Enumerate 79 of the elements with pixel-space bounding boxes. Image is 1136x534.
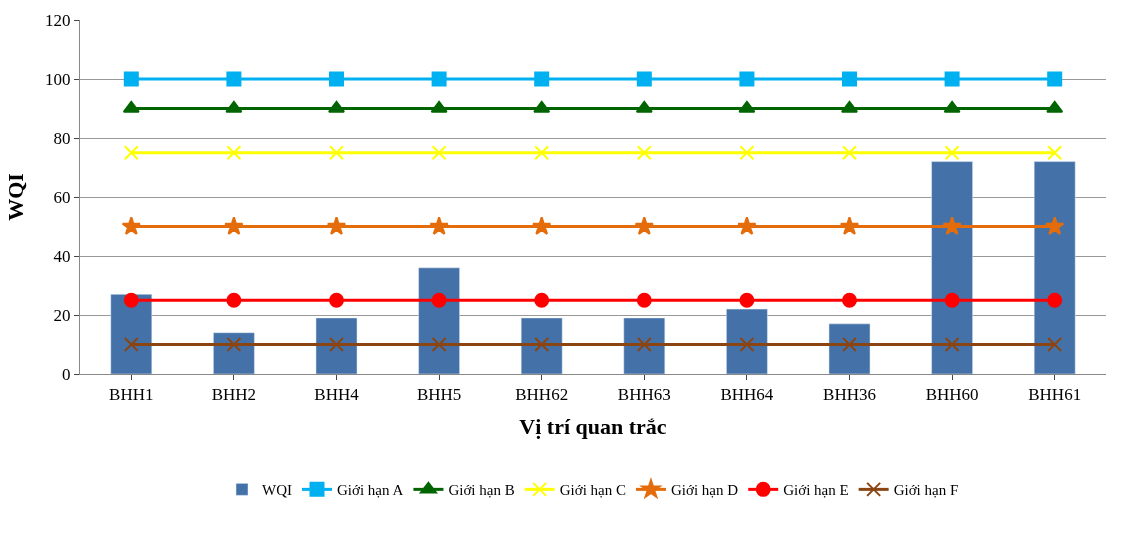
- point: [636, 71, 652, 87]
- point: [123, 337, 139, 352]
- point: [944, 337, 960, 352]
- point: [1047, 145, 1063, 161]
- point: [737, 216, 757, 235]
- point: [429, 216, 449, 235]
- x-tick-label: BHH64: [720, 385, 774, 405]
- legend-label: Giới hạn A: [337, 482, 404, 499]
- point: [842, 71, 857, 87]
- point: [431, 71, 447, 87]
- x-tick-label: BHH1: [109, 385, 154, 405]
- y-tick-label: 100: [45, 69, 71, 89]
- point: [532, 216, 552, 235]
- y-tick-label: 120: [45, 10, 71, 30]
- point: [944, 145, 960, 161]
- x-tick-label: BHH36: [823, 385, 876, 405]
- point: [326, 216, 347, 235]
- y-tick-label: 40: [53, 246, 71, 266]
- legend-label: Giới hạn D: [670, 482, 739, 499]
- x-axis-title: Vị trí quan trắc: [519, 414, 667, 440]
- point: [329, 145, 344, 161]
- point: [1047, 337, 1063, 352]
- point: [431, 337, 447, 352]
- point: [739, 292, 755, 308]
- point: [1047, 71, 1063, 87]
- point: [226, 71, 242, 87]
- point: [329, 71, 344, 87]
- legend-label: Giới hạn C: [559, 482, 626, 499]
- point: [1045, 216, 1065, 235]
- point: [634, 216, 654, 235]
- bar: [726, 308, 768, 374]
- bar: [931, 161, 973, 374]
- y-tick-label: 80: [53, 128, 71, 148]
- point: [739, 337, 755, 352]
- point: [329, 292, 344, 308]
- legend-label: WQI: [262, 482, 292, 499]
- point: [534, 145, 550, 161]
- x-tick-label: BHH5: [416, 385, 462, 405]
- bar: [520, 317, 563, 374]
- x-tick-label: BHH61: [1028, 385, 1082, 405]
- x-tick-label: BHH63: [617, 385, 671, 405]
- bar: [623, 317, 666, 374]
- point: [431, 145, 447, 161]
- point: [942, 216, 962, 235]
- point: [842, 145, 857, 161]
- point: [944, 292, 960, 308]
- point: [534, 71, 550, 87]
- point: [842, 292, 857, 308]
- point: [123, 145, 139, 161]
- point: [123, 71, 139, 87]
- legend-label: Giới hạn B: [448, 482, 515, 499]
- y-tick-label: 0: [62, 364, 71, 384]
- bar: [1033, 161, 1076, 374]
- bar: [418, 267, 460, 374]
- point: [123, 292, 139, 308]
- point: [534, 292, 550, 308]
- point: [944, 71, 960, 87]
- point: [839, 216, 860, 235]
- y-axis-title: WQI: [2, 173, 28, 221]
- point: [121, 216, 141, 235]
- legend-label: Giới hạn F: [893, 482, 959, 499]
- point: [224, 216, 244, 235]
- bar: [315, 317, 358, 374]
- point: [739, 145, 755, 161]
- point: [431, 292, 447, 308]
- point: [226, 292, 242, 308]
- point: [226, 337, 242, 352]
- point: [636, 145, 652, 161]
- y-tick-label: 60: [53, 187, 71, 207]
- x-tick-label: BHH2: [211, 385, 257, 405]
- point: [226, 145, 242, 161]
- point: [739, 71, 755, 87]
- point: [636, 292, 652, 308]
- legend-label: Giới hạn E: [783, 482, 849, 499]
- point: [1047, 292, 1063, 308]
- y-tick-label: 20: [53, 305, 71, 325]
- x-tick-label: BHH60: [925, 385, 979, 405]
- x-tick-label: BHH62: [515, 385, 569, 405]
- x-tick-label: BHH4: [314, 385, 360, 405]
